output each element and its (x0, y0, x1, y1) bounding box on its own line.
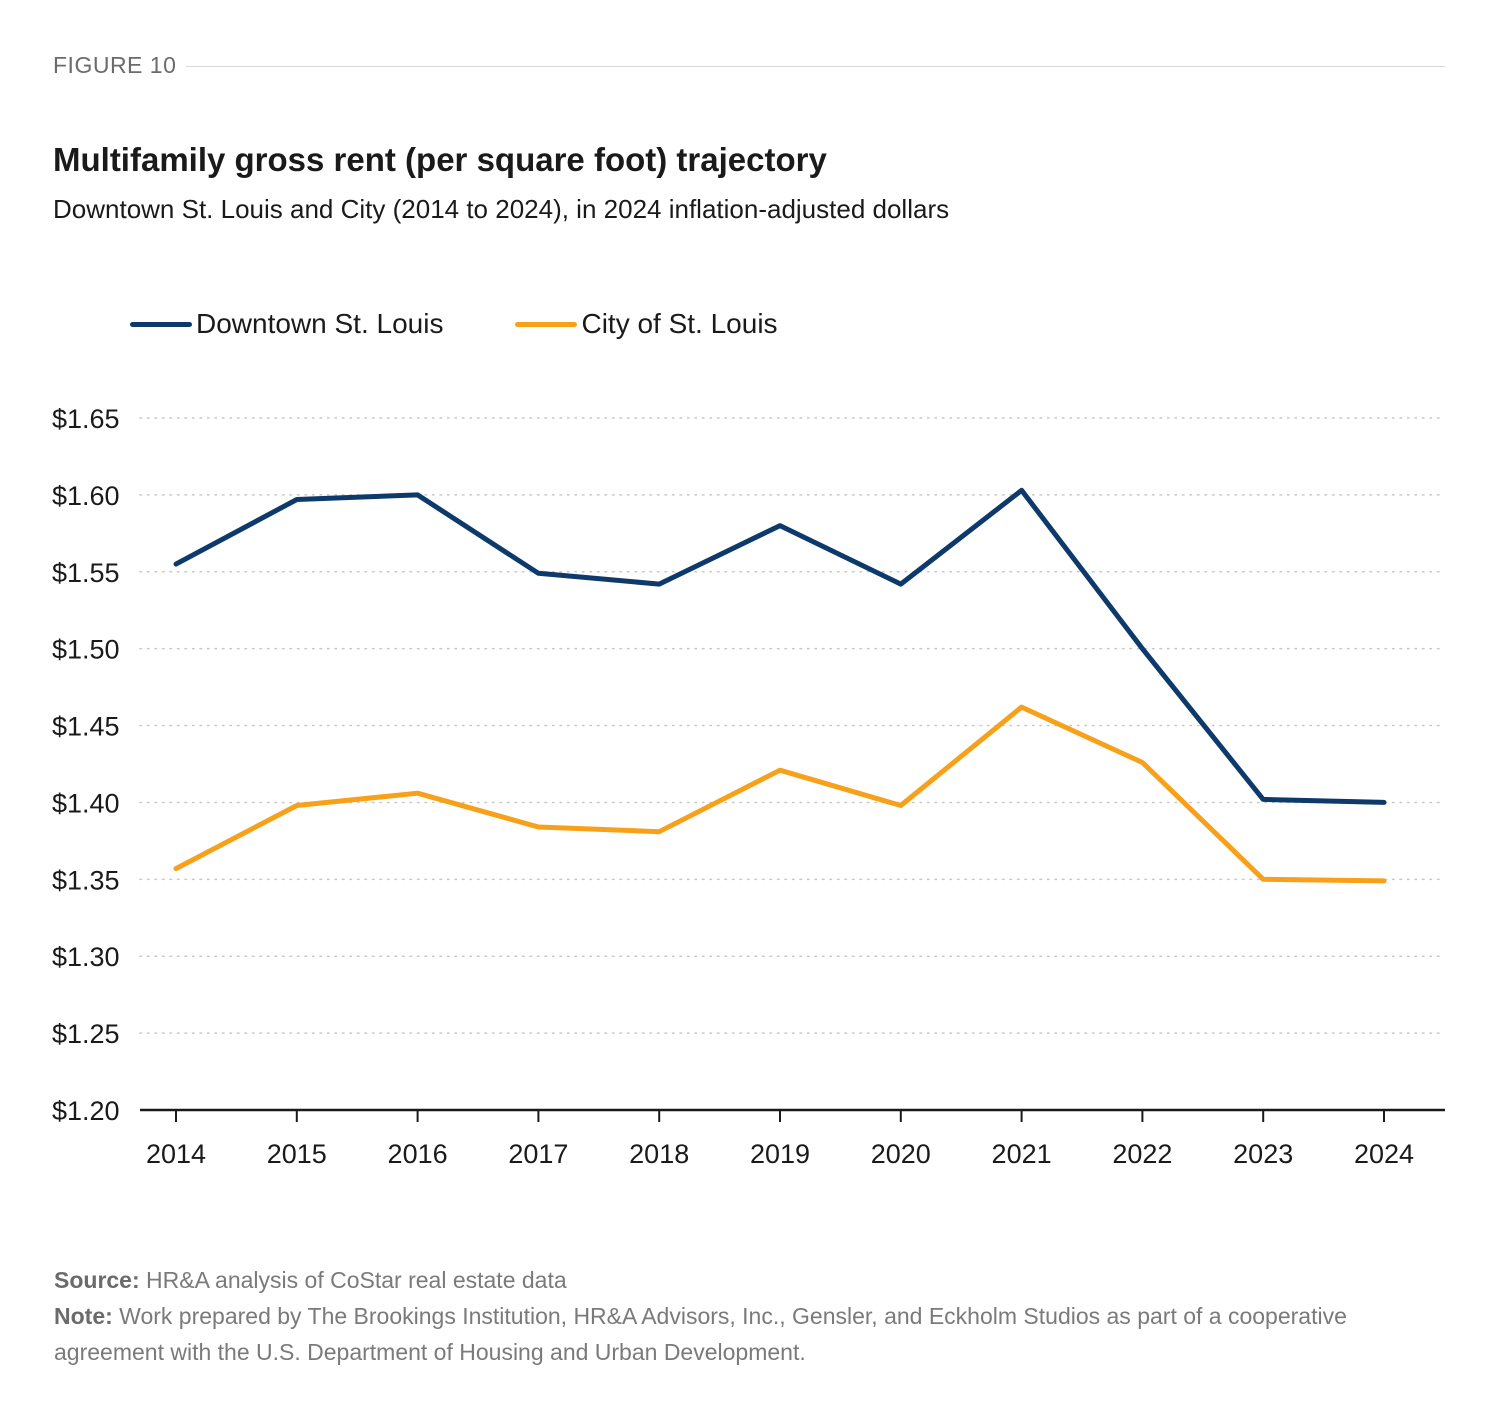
x-tick-label: 2024 (1354, 1139, 1414, 1169)
y-tick-label: $1.35 (52, 865, 120, 895)
figure-rule (186, 66, 1445, 67)
y-tick-label: $1.50 (52, 635, 120, 665)
source-label: Source: (54, 1267, 140, 1293)
legend-label-downtown: Downtown St. Louis (196, 308, 444, 339)
x-tick-label: 2018 (629, 1139, 689, 1169)
note-text: Work prepared by The Brookings Instituti… (54, 1303, 1347, 1365)
x-tick-label: 2017 (508, 1139, 568, 1169)
source-text: HR&A analysis of CoStar real estate data (139, 1267, 567, 1293)
x-tick-label: 2022 (1112, 1139, 1172, 1169)
x-tick-label: 2023 (1233, 1139, 1293, 1169)
x-tick-label: 2021 (992, 1139, 1052, 1169)
source-line: Source: HR&A analysis of CoStar real est… (54, 1262, 1454, 1298)
y-tick-label: $1.40 (52, 788, 120, 818)
y-tick-label: $1.55 (52, 558, 120, 588)
x-tick-label: 2015 (267, 1139, 327, 1169)
y-tick-label: $1.25 (52, 1019, 120, 1049)
y-tick-label: $1.30 (52, 942, 120, 972)
figure-label: FIGURE 10 (53, 52, 177, 78)
chart-title: Multifamily gross rent (per square foot)… (53, 141, 827, 178)
legend-swatch-city (515, 321, 578, 327)
chart-subtitle: Downtown St. Louis and City (2014 to 202… (53, 194, 950, 224)
legend-item-downtown: Downtown St. Louis (130, 308, 443, 340)
legend-swatch-downtown (130, 321, 192, 327)
legend-item-city: City of St. Louis (515, 308, 778, 340)
series-line-downtown (173, 487, 1387, 805)
x-tick-label: 2020 (871, 1139, 931, 1169)
footer: Source: HR&A analysis of CoStar real est… (54, 1262, 1454, 1370)
x-tick-label: 2014 (146, 1139, 206, 1169)
note-line: Note: Work prepared by The Brookings Ins… (54, 1298, 1454, 1370)
x-tick-label: 2019 (750, 1139, 810, 1169)
y-tick-label: $1.20 (52, 1096, 120, 1126)
legend: Downtown St. Louis City of St. Louis (130, 308, 850, 340)
y-tick-label: $1.45 (52, 712, 120, 742)
series-line-city (173, 704, 1387, 884)
note-label: Note: (54, 1303, 113, 1329)
legend-label-city: City of St. Louis (581, 308, 778, 339)
x-tick-label: 2016 (388, 1139, 448, 1169)
y-tick-label: $1.60 (52, 481, 120, 511)
y-tick-label: $1.65 (52, 404, 120, 434)
